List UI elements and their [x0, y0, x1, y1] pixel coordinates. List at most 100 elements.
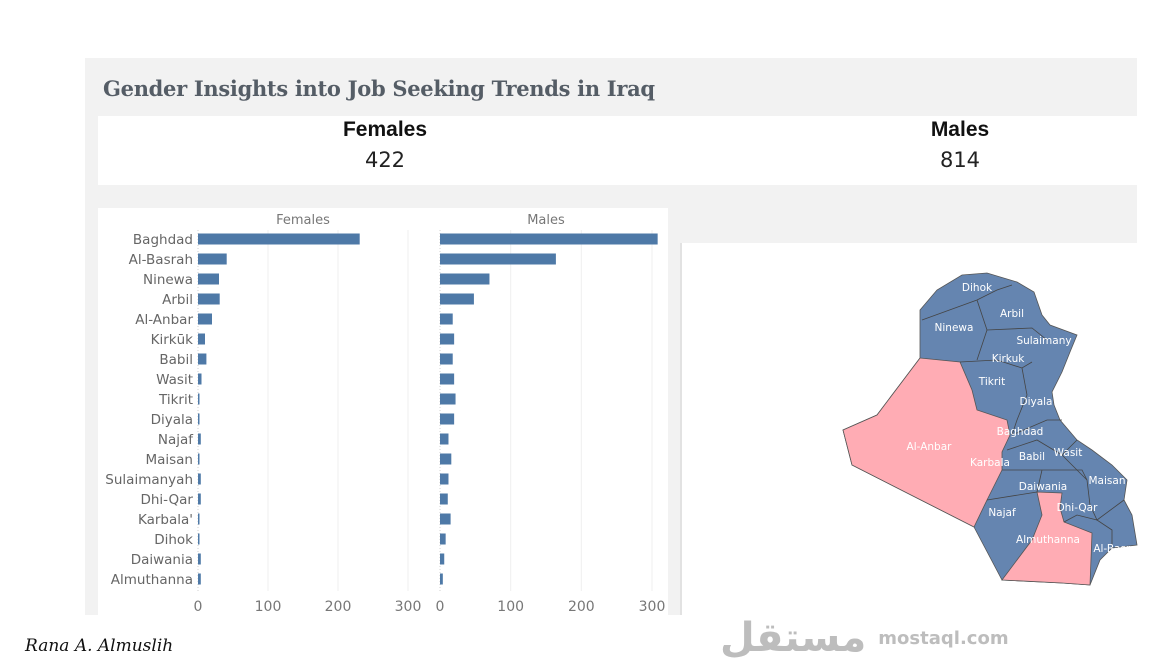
x-tick-label: 200: [568, 599, 595, 615]
map-label: Babil: [1019, 451, 1045, 463]
bar-males: [440, 453, 452, 465]
map-label: Kirkuk: [992, 353, 1026, 365]
province-almuthanna[interactable]: [1001, 491, 1093, 586]
bar-males: [440, 493, 448, 505]
map-label: Tikrit: [978, 376, 1005, 388]
bar-males: [440, 473, 449, 485]
category-label: Daiwania: [131, 552, 193, 568]
bar-females: [198, 373, 202, 385]
map-label: Al-Basra: [1093, 543, 1136, 555]
bar-males: [440, 373, 455, 385]
bar-females: [198, 573, 201, 585]
category-label: Tikrit: [158, 392, 193, 408]
category-label: Karbala': [138, 512, 193, 528]
category-label: Sulaimanyah: [105, 472, 193, 488]
map-label: Najaf: [988, 507, 1016, 519]
panel-header-males: Males: [527, 213, 565, 228]
category-label: Najaf: [158, 432, 194, 448]
bar-females: [198, 473, 201, 485]
province-border: [921, 284, 1013, 321]
bar-males: [440, 393, 456, 405]
province-border: [1036, 469, 1043, 493]
kpi-males-value: 814: [939, 148, 981, 172]
category-label: Almuthanna: [111, 572, 193, 588]
province-border: [1011, 419, 1062, 436]
category-label: Maisan: [145, 452, 193, 468]
bar-females: [198, 553, 201, 565]
map-label: Arbil: [1000, 308, 1024, 320]
x-tick-label: 100: [497, 599, 524, 615]
province-border: [959, 359, 1033, 369]
bar-females: [198, 393, 200, 405]
map-label: Maisan: [1089, 475, 1126, 487]
map-label: Wasit: [1054, 447, 1083, 459]
kpi-females: Females 422: [235, 116, 535, 172]
kpi-males-label: Males: [930, 118, 990, 141]
map-label: Diyala: [1019, 396, 1052, 408]
map-label: Ninewa: [935, 322, 974, 334]
bar-males: [440, 413, 455, 425]
bar-females: [198, 233, 360, 245]
signature: Rana A. Almuslih: [25, 636, 174, 656]
map-label: Almuthanna: [1016, 534, 1080, 546]
category-label: Baghdad: [133, 232, 193, 248]
category-label: Babil: [159, 352, 193, 368]
category-label: Arbil: [162, 292, 193, 308]
category-label: Al-Anbar: [135, 312, 193, 328]
bar-females: [198, 433, 201, 445]
bar-females: [198, 353, 207, 365]
bar-males: [440, 333, 455, 345]
category-label: Al-Basrah: [129, 252, 193, 268]
bar-males: [440, 513, 451, 525]
bar-females: [198, 293, 220, 305]
bar-females: [198, 493, 201, 505]
bar-females: [198, 333, 205, 345]
map-label: Daiwania: [1019, 481, 1067, 493]
kpi-females-label: Females: [342, 118, 428, 141]
bar-chart: 0 100 200 300 Females 0 100 200 300 Males Baghdad A…: [105, 213, 666, 615]
map-label: Dhi-Qar: [1057, 502, 1099, 514]
x-tick-label: 300: [639, 599, 666, 615]
iraq-map[interactable]: Dihok Arbil Ninewa Sulaimany Kirkuk Tikrit Diy…: [682, 243, 1139, 615]
bar-females: [198, 253, 227, 265]
category-label: Diyala: [151, 412, 193, 428]
watermark-latin: mostaql.com: [878, 627, 1009, 649]
bar-males: [440, 253, 556, 265]
bar-females: [198, 513, 200, 525]
category-label: Kirkūk: [151, 332, 194, 348]
kpi-bar: Females 422 Males 814: [98, 116, 1137, 185]
watermark: مستقل mostaql.com: [720, 617, 1009, 659]
province-border: [1061, 454, 1125, 521]
province-border: [1002, 469, 1088, 481]
province-border: [986, 491, 1038, 501]
bar-females: [198, 313, 212, 325]
map-label: Karbala: [970, 457, 1010, 469]
x-tick-label: 0: [436, 599, 445, 615]
bar-males: [440, 433, 449, 445]
category-label: Wasit: [156, 372, 193, 388]
map-label: Baghdad: [997, 426, 1044, 438]
bar-males: [440, 353, 453, 365]
map-label: Sulaimany: [1016, 335, 1071, 347]
bar-males: [440, 273, 490, 285]
map-panel: Dihok Arbil Ninewa Sulaimany Kirkuk Tikrit Diy…: [680, 243, 1139, 615]
x-tick-label: 300: [395, 599, 422, 615]
watermark-arabic: مستقل: [720, 615, 867, 661]
map-label: Al-Anbar: [907, 441, 953, 453]
province-border: [1011, 367, 1028, 436]
category-label: Ninewa: [143, 272, 193, 288]
category-label: Dhi-Qar: [140, 492, 193, 508]
bar-chart-panel: 0 100 200 300 Females 0 100 200 300 Males Baghdad A…: [98, 208, 668, 615]
bar-females: [198, 453, 200, 465]
province-border: [1063, 514, 1113, 548]
dashboard-title: Gender Insights into Job Seeking Trends …: [103, 76, 655, 101]
bar-males: [440, 573, 443, 585]
bar-males: [440, 533, 446, 545]
x-tick-label: 100: [255, 599, 282, 615]
bar-females: [198, 413, 200, 425]
bar-males: [440, 553, 445, 565]
bar-males: [440, 313, 453, 325]
kpi-females-value: 422: [364, 148, 406, 172]
province-border: [1006, 439, 1078, 456]
map-label: Dihok: [962, 282, 993, 294]
